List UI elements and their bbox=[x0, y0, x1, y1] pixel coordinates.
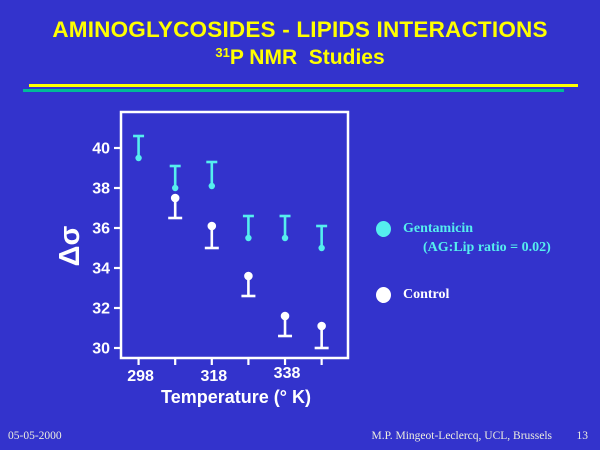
legend-label-gentamicin: Gentamicin bbox=[403, 221, 473, 236]
x-tick-label: 318 bbox=[200, 368, 227, 385]
x-tick-label: 298 bbox=[127, 368, 154, 385]
slide-title: AMINOGLYCOSIDES - LIPIDS INTERACTIONS 31… bbox=[0, 16, 600, 71]
footer-date: 05-05-2000 bbox=[8, 430, 62, 442]
y-tick-label: 34 bbox=[92, 261, 110, 278]
title-line-1: AMINOGLYCOSIDES - LIPIDS INTERACTIONS bbox=[52, 17, 548, 42]
data-point-control bbox=[204, 221, 219, 250]
y-tick-label: 36 bbox=[92, 221, 110, 238]
marker-control bbox=[280, 311, 290, 321]
data-point-control bbox=[278, 311, 293, 338]
x-tick-label: 338 bbox=[274, 365, 301, 382]
marker-control bbox=[244, 271, 253, 281]
marker-gentamicin bbox=[245, 234, 252, 242]
divider-rule-yellow bbox=[29, 84, 578, 87]
marker-control bbox=[317, 321, 326, 331]
marker-control bbox=[207, 221, 217, 231]
legend: Gentamicin (AG:Lip ratio = 0.02) Control bbox=[376, 221, 591, 303]
legend-item-control: Control bbox=[376, 287, 591, 303]
data-point-control bbox=[168, 193, 183, 220]
data-point-gentamicin bbox=[169, 164, 181, 192]
footer-credit: M.P. Mingeot-Leclercq, UCL, Brussels bbox=[371, 430, 552, 442]
footer-page-number: 13 bbox=[576, 430, 589, 442]
data-point-gentamicin bbox=[242, 214, 254, 242]
marker-gentamicin bbox=[135, 154, 142, 162]
data-point-control bbox=[314, 321, 329, 350]
marker-gentamicin bbox=[171, 184, 179, 192]
y-tick-label: 30 bbox=[92, 341, 110, 358]
y-tick-label: 32 bbox=[92, 301, 110, 318]
marker-gentamicin bbox=[281, 234, 289, 242]
data-point-gentamicin bbox=[279, 214, 291, 242]
title-line-2: 31P NMR Studies bbox=[0, 45, 600, 71]
x-axis-title: Temperature (° K) bbox=[161, 387, 311, 407]
data-point-gentamicin bbox=[206, 160, 218, 190]
plot-box bbox=[119, 110, 350, 360]
y-tick-label: 40 bbox=[92, 141, 110, 158]
marker-gentamicin bbox=[208, 182, 215, 190]
legend-marker-control-icon bbox=[376, 287, 391, 303]
data-point-control bbox=[241, 271, 256, 298]
data-point-gentamicin bbox=[133, 134, 145, 162]
legend-marker-gentamicin-icon bbox=[376, 221, 391, 237]
divider-rule-teal bbox=[23, 89, 564, 92]
legend-label-control: Control bbox=[403, 287, 450, 302]
data-point-gentamicin bbox=[316, 224, 328, 252]
legend-sublabel-gentamicin: (AG:Lip ratio = 0.02) bbox=[423, 240, 551, 255]
marker-gentamicin bbox=[318, 244, 325, 252]
marker-control bbox=[170, 193, 180, 203]
legend-item-gentamicin: Gentamicin bbox=[376, 221, 591, 237]
y-axis-title: Δσ bbox=[54, 226, 86, 267]
title-superscript-31: 31 bbox=[215, 45, 230, 61]
y-tick-label: 38 bbox=[92, 181, 110, 198]
title-line-2-text: P NMR Studies bbox=[229, 46, 385, 70]
